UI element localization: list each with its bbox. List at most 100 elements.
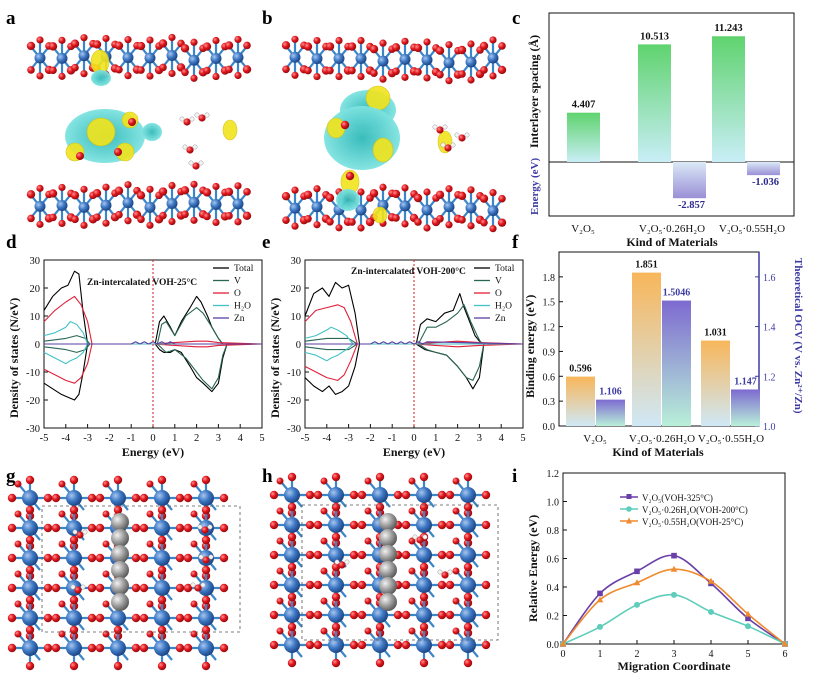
i-marker-1-4 — [708, 608, 714, 615]
i-y-tick-label-1: 0.2 — [547, 612, 560, 623]
lattice-oxygen — [269, 490, 279, 500]
layer-oxygen — [124, 36, 132, 44]
layer-oxygen — [158, 187, 168, 196]
bar-f-binding-0 — [566, 376, 595, 426]
f-left-tick-label-4: 1.2 — [543, 323, 556, 334]
x-tick-label-9: 4 — [499, 433, 505, 444]
lattice-oxygen — [481, 610, 491, 620]
lattice-vanadium — [416, 577, 432, 593]
y-tick-label-3: 0 — [296, 340, 301, 351]
lattice-oxygen — [183, 643, 193, 653]
lattice-oxygen — [69, 595, 79, 605]
lattice-oxygen — [437, 520, 447, 530]
lattice-oxygen — [14, 630, 22, 638]
layer-vanadium — [34, 52, 46, 64]
legend-label-1: V — [495, 277, 502, 287]
chart-e-title: Zn-intercalated VOH-200°C — [351, 266, 466, 277]
lattice-oxygen — [131, 613, 141, 623]
lattice-vanadium — [284, 547, 300, 563]
isosurface-yellow-right — [372, 137, 394, 163]
dos-series-zn — [305, 341, 524, 345]
lattice-vanadium — [154, 640, 170, 656]
lattice-oxygen — [419, 502, 429, 512]
layer-oxygen — [58, 183, 66, 192]
dos-series-h2o- — [304, 343, 523, 362]
bar-c-energy-2 — [747, 162, 780, 176]
water-molecule — [74, 586, 82, 594]
dos-series-total — [304, 281, 523, 345]
legend-label-2: O — [234, 289, 241, 299]
f-right-tick-label-0: 1.0 — [763, 422, 776, 433]
lattice-oxygen — [452, 507, 460, 515]
lattice-vanadium — [198, 490, 214, 506]
layer-vanadium — [144, 52, 156, 64]
layer-oxygen — [102, 183, 110, 191]
chart-i-xlabel: Migration Coordinate — [618, 659, 732, 673]
lattice-oxygen — [25, 661, 35, 671]
y-tick-label-0: -30 — [26, 424, 40, 435]
lattice-vanadium — [110, 610, 126, 626]
water-hydrogen — [189, 116, 195, 122]
layer-oxygen — [303, 190, 313, 199]
zinc-migration-atom — [379, 513, 397, 531]
lattice-oxygen — [401, 580, 411, 590]
layer-vanadium — [377, 55, 389, 67]
lattice-vanadium — [328, 487, 344, 503]
lattice-oxygen — [95, 643, 105, 653]
layer-oxygen — [291, 222, 299, 230]
lattice-oxygen — [401, 550, 411, 560]
layer-oxygen — [303, 42, 313, 51]
lattice-oxygen — [364, 597, 372, 605]
chart-f-category-2: V₂O₅·0.55H₂O — [698, 433, 764, 445]
i-x-tick-label-1: 1 — [598, 649, 603, 660]
lattice-oxygen — [102, 480, 110, 488]
i-legend-label-0: V₂O₅(VOH-325°C) — [642, 493, 713, 503]
lattice-oxygen — [419, 622, 429, 632]
bar-c-energy-label-1: -2.857 — [678, 200, 705, 211]
zinc-migration-atom — [111, 513, 129, 531]
lattice-vanadium — [460, 607, 476, 623]
bar-c-spacing-label-2: 11.243 — [714, 23, 742, 34]
bar-c-energy-1 — [673, 162, 706, 199]
lattice-oxygen — [349, 610, 359, 620]
layer-oxygen — [212, 72, 220, 81]
layer-vanadium — [443, 201, 455, 213]
lattice-oxygen — [320, 477, 328, 485]
dos-series-v — [43, 307, 262, 345]
lattice-oxygen — [25, 475, 35, 485]
lattice-oxygen — [175, 643, 185, 653]
layer-oxygen — [48, 42, 58, 51]
lattice-oxygen — [349, 490, 359, 500]
layer-oxygen — [348, 218, 356, 226]
oxygen-atom-near-zn — [345, 171, 355, 181]
lattice-oxygen — [401, 520, 411, 530]
panel-label-d: d — [6, 232, 17, 253]
i-legend-label-1: V₂O₅·0.26H₂O(VOH-200°C) — [642, 505, 748, 515]
bar-c-spacing-label-1: 10.513 — [640, 31, 669, 42]
layer-oxygen — [36, 36, 44, 44]
layer-oxygen — [458, 216, 466, 224]
i-marker-1-1 — [597, 623, 603, 630]
lattice-vanadium — [66, 610, 82, 626]
layer-vanadium — [232, 51, 244, 63]
panel-label-a: a — [6, 8, 16, 29]
layer-vanadium — [122, 197, 134, 209]
lattice-oxygen — [157, 475, 167, 485]
panel-label-c: c — [512, 8, 520, 29]
layer-oxygen — [136, 191, 146, 200]
lattice-oxygen — [375, 472, 385, 482]
layer-oxygen — [281, 191, 291, 201]
layer-vanadium — [399, 200, 411, 212]
lattice-oxygen — [276, 627, 284, 635]
y-tick-label-1: -20 — [26, 396, 40, 407]
lattice-oxygen — [408, 627, 416, 635]
water-hydrogen — [334, 559, 340, 565]
layer-vanadium — [188, 54, 200, 66]
lattice-oxygen — [320, 507, 328, 515]
layer-oxygen — [401, 37, 409, 45]
layer-oxygen — [401, 184, 409, 192]
layer-vanadium — [333, 53, 345, 65]
water-hydrogen — [179, 116, 185, 122]
water-molecule — [441, 571, 449, 579]
water-molecule — [192, 162, 200, 170]
